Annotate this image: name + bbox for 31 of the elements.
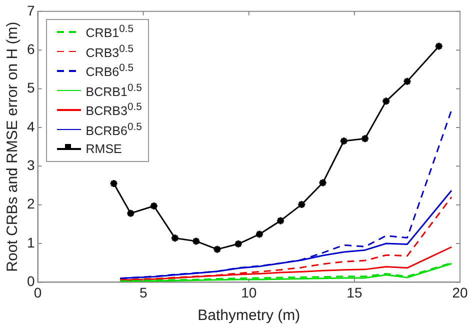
point [360,134,370,144]
point [234,239,243,248]
x-tick-label: 5 [139,284,148,300]
x-axis-title: Bathymetry (m) [198,307,300,324]
y-tick-label: 4 [26,118,35,134]
legend-label: BCRB6$^{0.5}$ [86,122,142,138]
legend-label: CRB3$^{0.5}$ [86,44,134,60]
point [402,76,412,86]
x-tick-label: 15 [346,284,362,300]
y-tick-label: 6 [26,40,35,57]
y-tick-label: 0 [26,273,35,290]
point [276,216,286,226]
legend-label: BCRB3$^{0.5}$ [86,102,142,118]
y-axis-title: Root CRBs and RMSE error on H (m) [4,22,22,272]
x-tick-label: 20 [452,284,468,300]
point [382,96,391,106]
y-tick-label: 7 [26,2,35,18]
point [192,236,201,246]
point [318,178,328,188]
point [212,244,222,254]
y-tick-label: 1 [26,234,35,250]
x-tick-label: 10 [241,284,257,300]
legend-label: CRB1$^{0.5}$ [86,24,134,40]
point [126,208,136,218]
legend-label: RMSE [86,142,122,156]
y-tick-label: 3 [26,157,35,173]
y-tick-label: 2 [26,196,35,212]
legend-label: BCRB1$^{0.5}$ [86,82,142,99]
legend-label: CRB6$^{0.5}$ [86,63,134,80]
y-tick-label: 5 [26,80,35,96]
point [254,230,264,239]
